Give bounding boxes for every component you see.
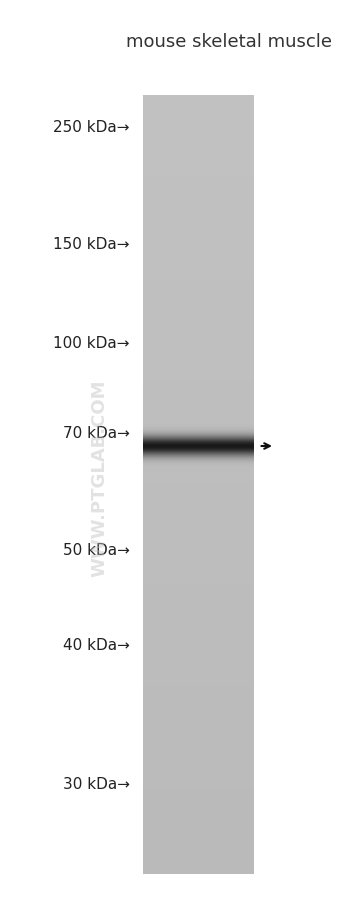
Text: mouse skeletal muscle: mouse skeletal muscle [126, 32, 332, 51]
Text: 70 kDa→: 70 kDa→ [63, 426, 130, 440]
Text: 100 kDa→: 100 kDa→ [54, 336, 130, 351]
Text: WWW.PTGLAB.COM: WWW.PTGLAB.COM [90, 380, 108, 576]
Text: 50 kDa→: 50 kDa→ [63, 542, 130, 557]
Text: 250 kDa→: 250 kDa→ [54, 120, 130, 134]
Text: 40 kDa→: 40 kDa→ [63, 637, 130, 652]
Text: 150 kDa→: 150 kDa→ [54, 236, 130, 252]
Text: 30 kDa→: 30 kDa→ [63, 777, 130, 791]
